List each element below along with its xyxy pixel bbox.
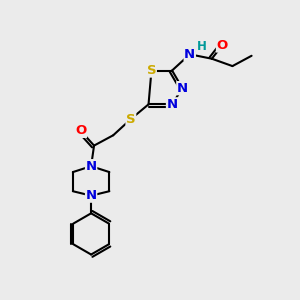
Text: N: N xyxy=(167,98,178,111)
Text: O: O xyxy=(75,124,86,137)
Text: N: N xyxy=(85,160,97,173)
Text: N: N xyxy=(177,82,188,95)
Text: H: H xyxy=(196,40,206,53)
Text: N: N xyxy=(85,189,97,202)
Text: O: O xyxy=(217,39,228,52)
Text: N: N xyxy=(184,48,195,61)
Text: S: S xyxy=(147,64,156,77)
Text: S: S xyxy=(126,112,136,126)
